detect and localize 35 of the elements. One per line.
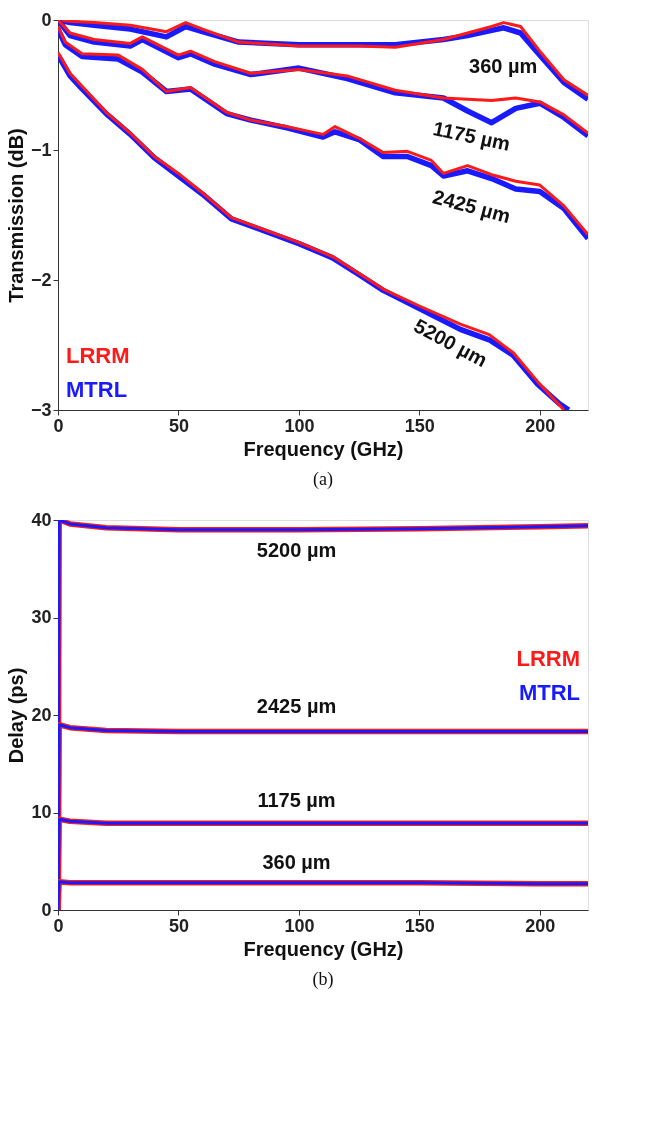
y-tick-label: 0: [41, 9, 52, 30]
y-tick-label: 20: [31, 704, 52, 725]
text: LRRM: [66, 343, 130, 368]
y-axis-title: Transmission (dB): [4, 128, 27, 303]
x-tick-label: 200: [525, 415, 556, 436]
x-tick-label: 50: [168, 415, 189, 436]
text: MTRL: [66, 377, 128, 402]
annotation: 2425 µm: [256, 695, 337, 718]
annotation: 1175 µm: [431, 117, 513, 155]
y-tick-label: 30: [31, 607, 52, 627]
y-tick-label: 40: [31, 509, 52, 530]
text: (a): [313, 469, 333, 490]
x-tick-label: 100: [284, 915, 315, 936]
annotation: 360 µm: [262, 851, 331, 874]
y-tick-label: −2: [30, 269, 52, 290]
annotation: 5200 µm: [256, 539, 337, 562]
x-tick-label: 200: [525, 915, 556, 936]
y-tick-label: 10: [31, 802, 52, 822]
x-axis-title: Frequency (GHz): [243, 437, 404, 460]
annotation: 2425 µm: [430, 185, 513, 228]
y-tick-label: −3: [30, 399, 52, 420]
x-tick-label: 100: [284, 415, 315, 436]
text: LRRM: [516, 646, 580, 671]
x-tick-label: 150: [404, 915, 435, 936]
x-axis-title: Frequency (GHz): [243, 937, 404, 960]
y-tick-label: −1: [30, 139, 52, 160]
annotation: 360 µm: [469, 54, 538, 77]
text: (b): [312, 969, 334, 990]
annotation: 1175 µm: [257, 788, 336, 811]
text: MTRL: [518, 680, 580, 705]
annotation: 5200 µm: [410, 314, 491, 372]
y-tick-label: 0: [41, 899, 52, 920]
x-tick-label: 50: [168, 915, 189, 936]
y-axis-title: Delay (ps): [5, 667, 28, 764]
x-tick-label: 150: [404, 415, 435, 436]
